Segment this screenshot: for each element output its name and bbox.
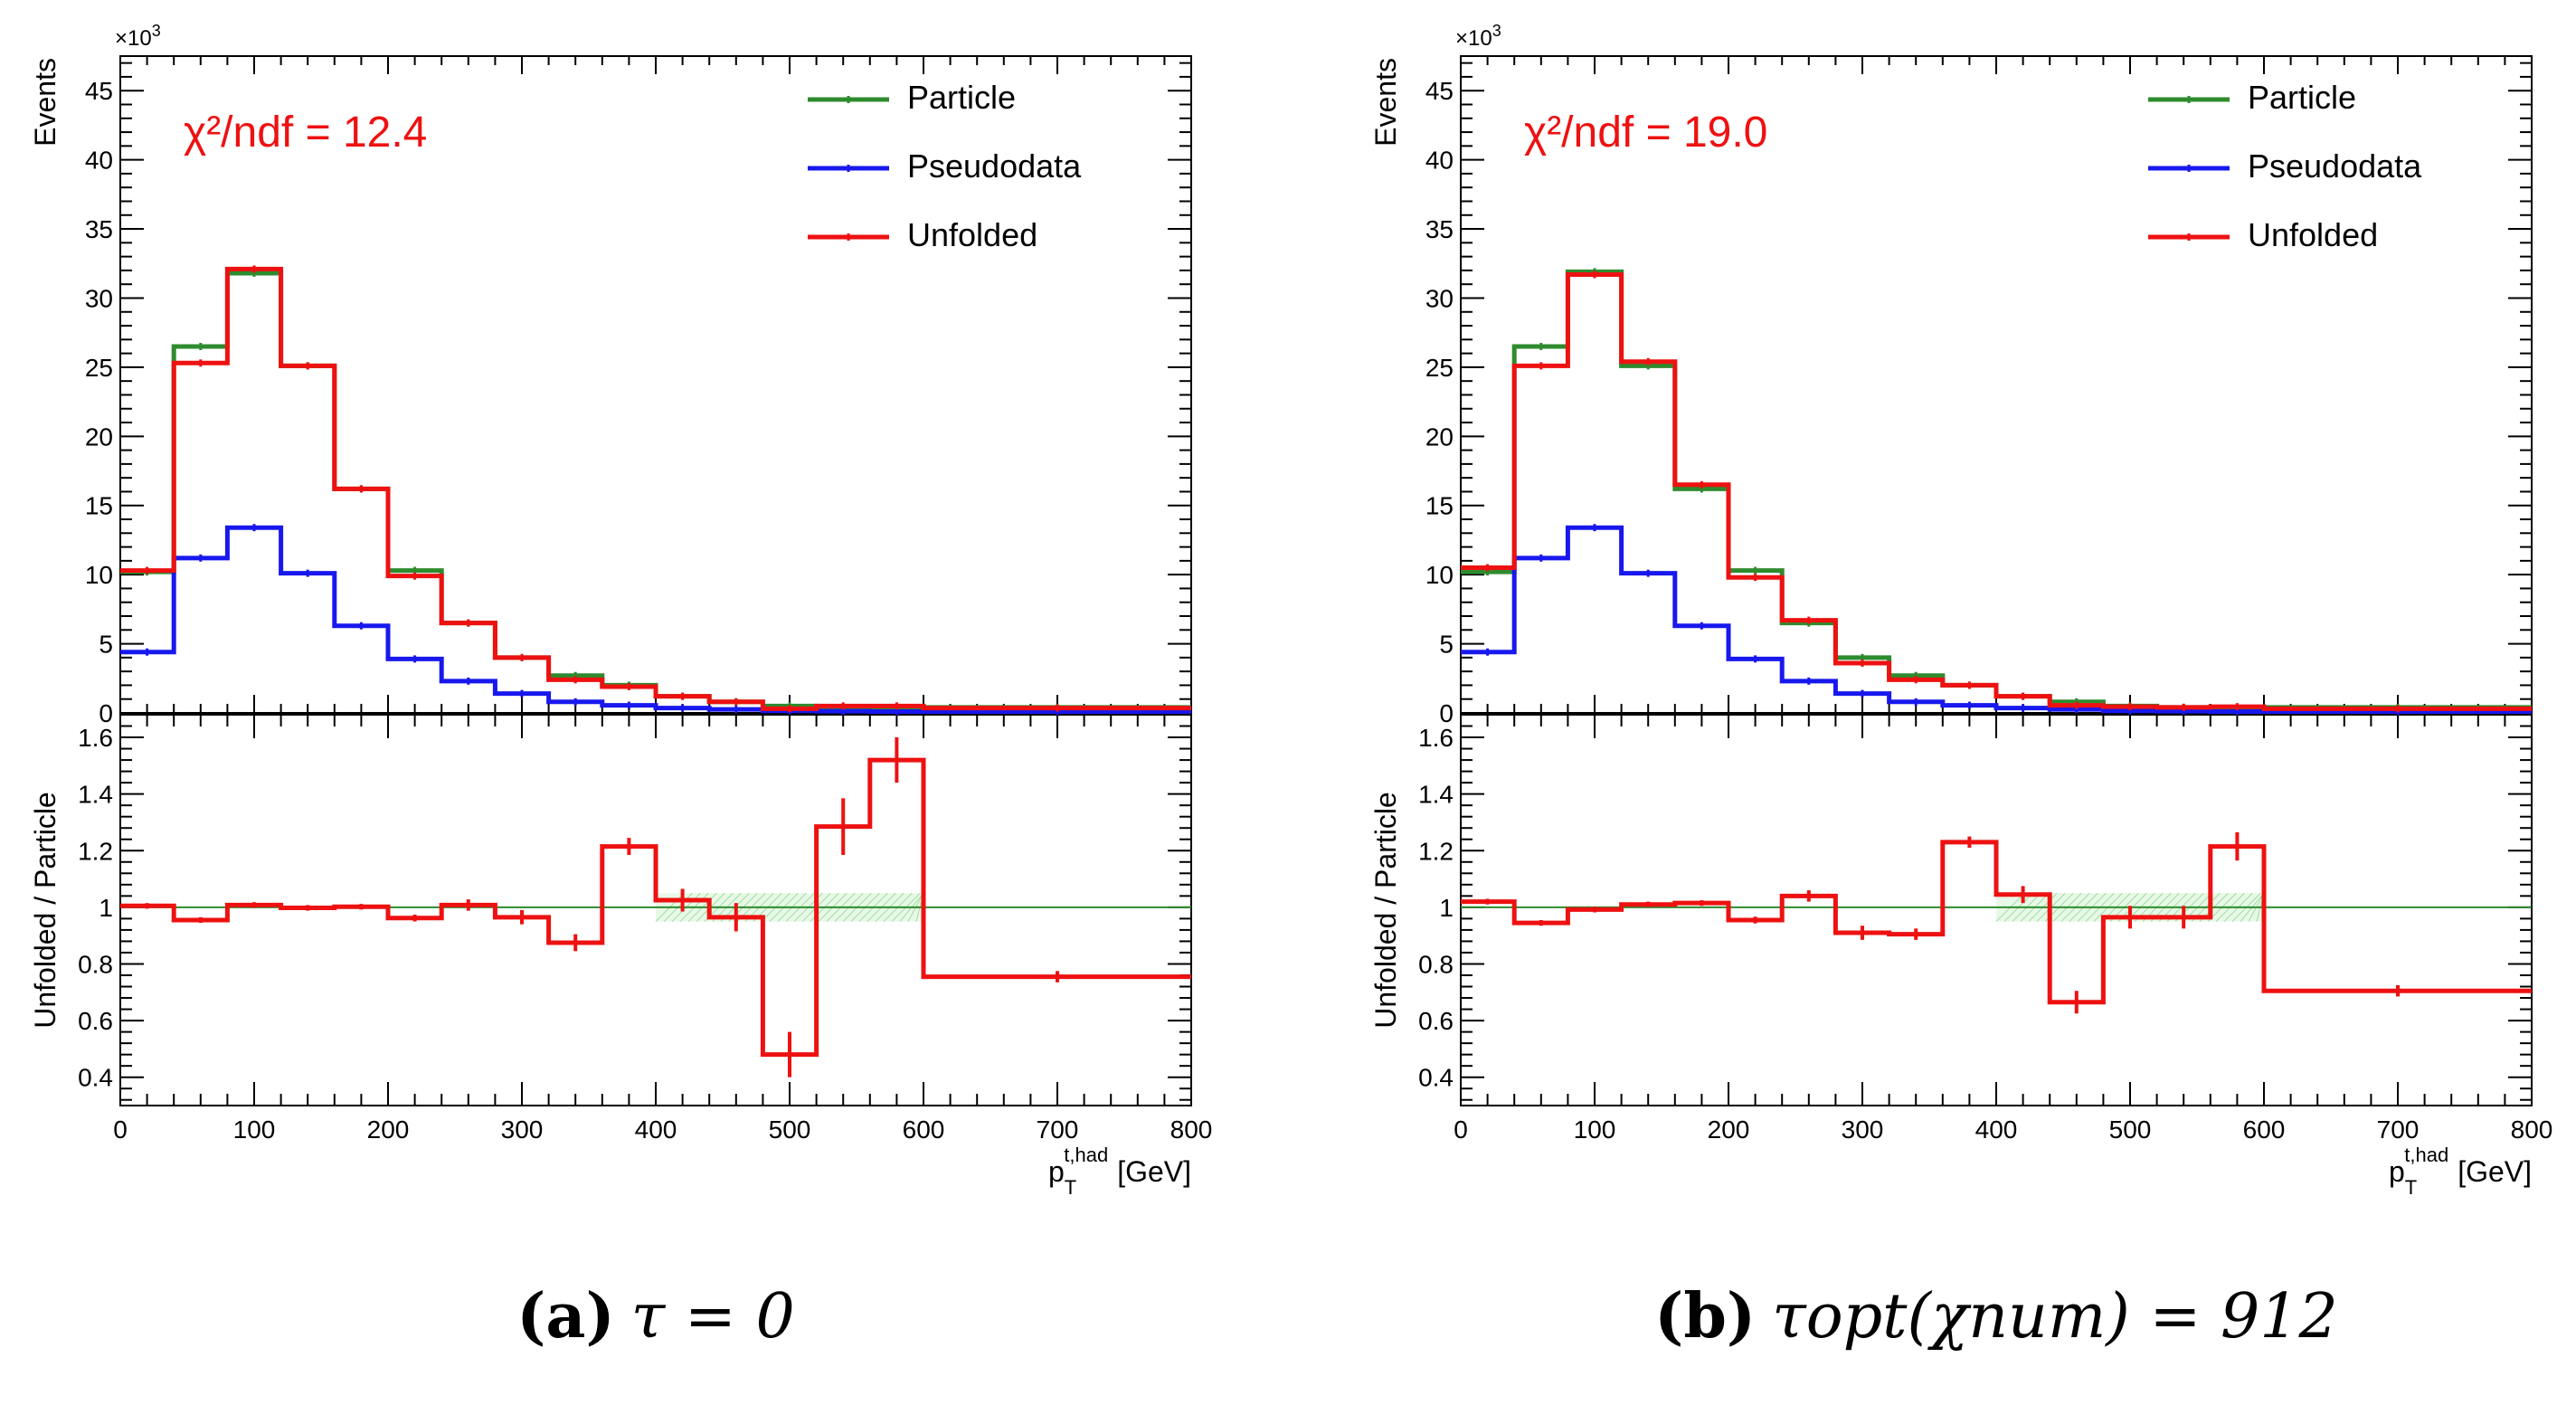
legend-particle-label: Particle (2248, 79, 2356, 116)
bottom-y-tick-label: 1.2 (1418, 837, 1454, 865)
x-tick-label: 0 (113, 1115, 128, 1144)
panel-caption: (b) τopt(χnum) = 912 (1654, 1280, 2338, 1353)
x-axis-label-unit: [GeV] (1117, 1155, 1191, 1188)
panel-caption-label: (a) (516, 1280, 614, 1353)
x-tick-label: 400 (1975, 1115, 2018, 1144)
x-axis-label: pTt,had [GeV] (1048, 1144, 1191, 1199)
x-tick-label: 800 (1170, 1115, 1213, 1144)
legend-pseudodata-label: Pseudodata (2248, 147, 2422, 185)
bottom-y-tick-label: 1 (99, 894, 113, 922)
chi2-label: χ²/ndf = 19.0 (1524, 109, 1767, 157)
x-axis-label-symbol: p (1048, 1155, 1065, 1188)
x-tick-label: 500 (2109, 1115, 2152, 1144)
y-exponent-power: 3 (1492, 22, 1501, 40)
bottom-y-tick-label: 0.8 (1418, 950, 1454, 978)
top-y-axis-label: Events (1369, 58, 1402, 147)
top-y-tick-label: 25 (85, 354, 113, 382)
top-y-tick-label: 10 (1425, 561, 1454, 589)
bottom-y-tick-label: 0.6 (78, 1007, 113, 1035)
x-axis-label-unit: [GeV] (2458, 1155, 2532, 1188)
x-tick-label: 100 (1574, 1115, 1616, 1144)
y-exponent-base: ×10 (115, 26, 152, 51)
y-exponent-power: 3 (152, 22, 161, 40)
unfolded-histogram (120, 266, 1191, 711)
y-exponent-label: ×103 (1455, 22, 1501, 51)
bottom-y-tick-label: 1.6 (78, 724, 113, 752)
bottom-y-tick-label: 1 (1439, 894, 1454, 922)
x-axis-label-subscript: T (1065, 1176, 1076, 1199)
top-y-tick-label: 30 (85, 284, 113, 312)
bottom-y-tick-label: 0.6 (1418, 1007, 1454, 1035)
legend-unfolded-label: Unfolded (2248, 216, 2378, 253)
unfolded-histogram (1461, 271, 2532, 711)
x-tick-label: 600 (2243, 1115, 2286, 1144)
legend-unfolded-label: Unfolded (907, 216, 1037, 253)
legend-particle-label: Particle (907, 79, 1016, 116)
top-y-tick-label: 40 (85, 147, 113, 175)
top-y-tick-label: 15 (85, 492, 113, 520)
x-tick-label: 700 (2377, 1115, 2420, 1144)
panel-caption-formula: τ = 0 (631, 1281, 795, 1353)
top-y-tick-label: 45 (85, 77, 113, 105)
top-y-tick-label: 0 (99, 699, 113, 727)
panel-caption-label: (b) (1654, 1280, 1756, 1353)
pseudodata-histogram (1461, 525, 2532, 714)
bottom-y-tick-label: 1.6 (1418, 724, 1454, 752)
top-y-tick-label: 20 (85, 422, 113, 451)
bottom-y-axis-label: Unfolded / Particle (1369, 792, 1402, 1028)
x-tick-label: 500 (769, 1115, 811, 1144)
top-y-tick-label: 30 (1425, 284, 1454, 312)
x-axis-label-symbol: p (2389, 1155, 2405, 1188)
x-tick-label: 200 (367, 1115, 410, 1144)
top-y-tick-label: 35 (1425, 215, 1454, 243)
top-y-tick-label: 15 (1425, 492, 1454, 520)
bottom-y-tick-label: 0.4 (78, 1064, 113, 1092)
top-y-tick-label: 5 (99, 631, 113, 659)
y-exponent-base: ×10 (1455, 26, 1492, 51)
x-tick-label: 600 (903, 1115, 945, 1144)
bottom-y-tick-label: 1.4 (1418, 781, 1454, 809)
x-tick-label: 700 (1037, 1115, 1079, 1144)
x-axis-label: pTt,had [GeV] (2389, 1144, 2532, 1199)
x-tick-label: 300 (501, 1115, 544, 1144)
top-y-axis-label: Events (29, 58, 62, 147)
x-tick-label: 800 (2511, 1115, 2553, 1144)
top-y-tick-label: 35 (85, 215, 113, 243)
legend-pseudodata-label: Pseudodata (907, 147, 1082, 185)
top-y-tick-label: 20 (1425, 422, 1454, 451)
x-tick-label: 300 (1842, 1115, 1884, 1144)
ratio-histogram (1461, 840, 2532, 1005)
x-tick-label: 100 (233, 1115, 276, 1144)
chi2-label: χ²/ndf = 12.4 (184, 109, 427, 157)
top-y-tick-label: 25 (1425, 354, 1454, 382)
top-y-tick-label: 10 (85, 561, 113, 589)
chart-panel-a: 0 100 200 300 400 500 600 700 800 pTt,had [GeV] 0 5 1… (29, 22, 1212, 1353)
y-exponent-label: ×103 (115, 22, 161, 51)
chart-panel-b: 0 100 200 300 400 500 600 700 800 pTt,had [GeV] 0 5 1… (1369, 22, 2552, 1353)
panel-caption-formula: τopt(χnum) = 912 (1772, 1281, 2338, 1353)
ratio-histogram (120, 757, 1191, 1058)
bottom-y-tick-label: 1.2 (78, 837, 113, 865)
x-tick-label: 0 (1454, 1115, 1468, 1144)
top-y-tick-label: 40 (1425, 147, 1454, 175)
x-axis-label-subscript: T (2405, 1176, 2417, 1199)
x-tick-label: 200 (1708, 1115, 1750, 1144)
bottom-y-axis-label: Unfolded / Particle (29, 792, 62, 1028)
x-axis-label-superscript: t,had (1064, 1144, 1108, 1166)
panel-caption: (a) τ = 0 (516, 1280, 795, 1353)
bottom-y-tick-label: 1.4 (78, 781, 113, 809)
bottom-y-tick-label: 0.8 (78, 950, 113, 978)
bottom-y-tick-label: 0.4 (1418, 1064, 1454, 1092)
top-y-tick-label: 45 (1425, 77, 1454, 105)
x-axis-label-superscript: t,had (2404, 1144, 2448, 1166)
top-y-tick-label: 0 (1439, 699, 1454, 727)
x-tick-label: 400 (635, 1115, 677, 1144)
top-y-tick-label: 5 (1439, 631, 1454, 659)
